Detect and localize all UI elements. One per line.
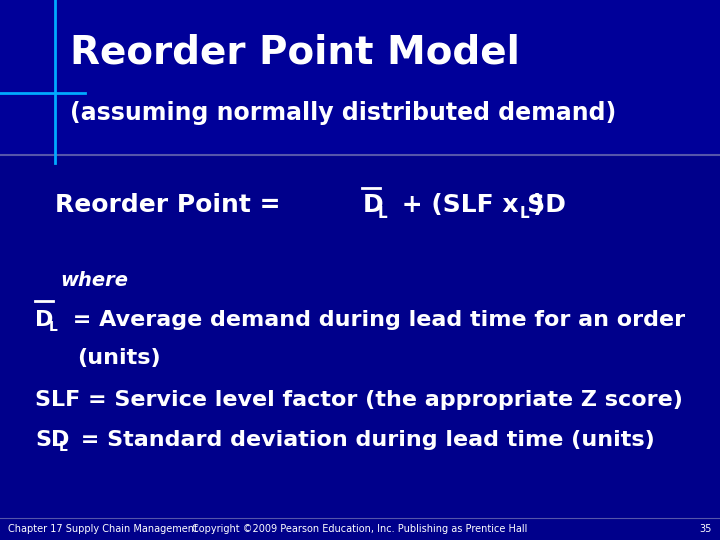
- Bar: [0, 0, 720, 155]
- Text: where: where: [60, 271, 128, 289]
- Text: SLF = Service level factor (the appropriate Z score): SLF = Service level factor (the appropri…: [35, 390, 683, 410]
- Text: SD: SD: [35, 430, 69, 450]
- Text: L: L: [520, 206, 530, 221]
- Text: D: D: [35, 310, 53, 330]
- Text: Chapter 17 Supply Chain Management: Chapter 17 Supply Chain Management: [8, 524, 198, 534]
- Text: = Standard deviation during lead time (units): = Standard deviation during lead time (u…: [73, 430, 654, 450]
- Text: D: D: [363, 193, 384, 217]
- Text: + (SLF x SD: + (SLF x SD: [393, 193, 566, 217]
- Text: Reorder Point =: Reorder Point =: [55, 193, 289, 217]
- Text: ): ): [533, 193, 544, 217]
- Text: (units): (units): [77, 348, 161, 368]
- Text: (assuming normally distributed demand): (assuming normally distributed demand): [70, 101, 616, 125]
- Text: L: L: [378, 206, 387, 221]
- Text: L: L: [49, 320, 58, 334]
- Text: Reorder Point Model: Reorder Point Model: [70, 33, 520, 71]
- Text: = Average demand during lead time for an order: = Average demand during lead time for an…: [65, 310, 685, 330]
- Text: Copyright ©2009 Pearson Education, Inc. Publishing as Prentice Hall: Copyright ©2009 Pearson Education, Inc. …: [192, 524, 528, 534]
- Text: L: L: [59, 440, 68, 454]
- Text: 35: 35: [700, 524, 712, 534]
